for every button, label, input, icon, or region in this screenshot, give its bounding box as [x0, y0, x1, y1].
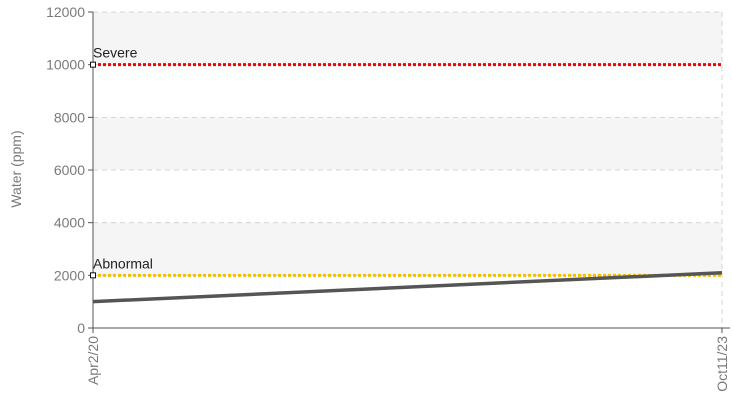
plot-band	[93, 12, 722, 65]
x-tick-label: Apr2/20	[85, 336, 101, 385]
y-tick-label: 4000	[54, 215, 85, 231]
tick-labels: 0 2000 4000 6000 8000 10000 12000 Apr2/20 Oct11/…	[46, 4, 730, 392]
x-tick-label: Oct11/23	[714, 336, 730, 392]
plot-band	[93, 117, 722, 170]
y-axis-title: Water (ppm)	[8, 130, 24, 207]
reference-marker	[90, 61, 96, 68]
y-tick-label: 6000	[54, 162, 85, 178]
y-tick-label: 10000	[46, 57, 85, 73]
plot-bands	[93, 12, 722, 276]
series	[92, 270, 723, 304]
plot-band	[93, 222, 722, 276]
y-tick-label: 8000	[54, 109, 85, 125]
reference-lines: Severe Abnormal	[90, 45, 722, 279]
reference-marker	[90, 272, 96, 279]
reference-label: Abnormal	[93, 255, 153, 271]
series-line	[92, 270, 723, 304]
y-tick-label: 0	[77, 320, 85, 336]
y-tick-label: 2000	[54, 267, 85, 283]
y-tick-label: 12000	[46, 4, 85, 20]
reference-label: Severe	[93, 45, 138, 61]
